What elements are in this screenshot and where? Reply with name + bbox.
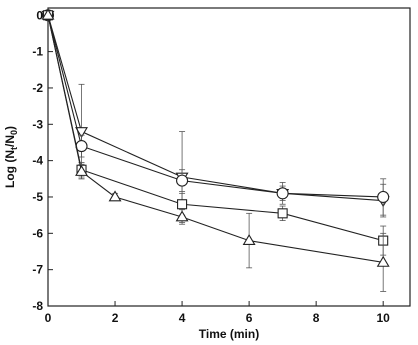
marker [41, 8, 55, 20]
y-label-part: 0 [9, 130, 19, 135]
x-axis-label: Time (min) [199, 327, 259, 341]
marker [276, 187, 289, 200]
y-tick-label: -2 [32, 81, 43, 95]
marker [177, 199, 188, 210]
y-tick-label: -3 [32, 117, 43, 131]
y-tick-label: -7 [32, 263, 43, 277]
marker [277, 208, 288, 219]
y-label-part: Log (N [3, 150, 17, 188]
marker [242, 234, 256, 245]
y-tick-label: -5 [32, 190, 43, 204]
y-tick-label: -1 [32, 45, 43, 59]
series-line [47, 15, 384, 263]
y-tick-label: -8 [32, 299, 43, 313]
y-tick-label: -6 [32, 226, 43, 240]
marker [377, 190, 390, 204]
marker [108, 190, 122, 202]
y-tick-label: -4 [32, 154, 43, 168]
series-line [47, 15, 384, 242]
y-tick-label: 0 [36, 8, 43, 22]
marker [75, 164, 88, 176]
marker [176, 174, 189, 187]
x-tick-label: 0 [45, 311, 52, 325]
x-tick-label: 2 [112, 311, 119, 325]
x-tick-label: 8 [313, 311, 320, 325]
marker [75, 127, 88, 139]
y-label-part: /N [3, 135, 17, 147]
y-label-part: ) [3, 126, 17, 130]
marker [175, 210, 189, 222]
y-axis-label: Log (Nt/N0) [3, 126, 19, 188]
series-line [47, 15, 384, 202]
x-tick-label: 4 [179, 311, 186, 325]
x-tick-label: 6 [246, 311, 253, 325]
y-label-part: t [9, 147, 19, 150]
x-tick-label: 10 [377, 311, 391, 325]
plot-frame [47, 7, 411, 307]
marker [376, 255, 390, 267]
series-line [47, 15, 384, 198]
